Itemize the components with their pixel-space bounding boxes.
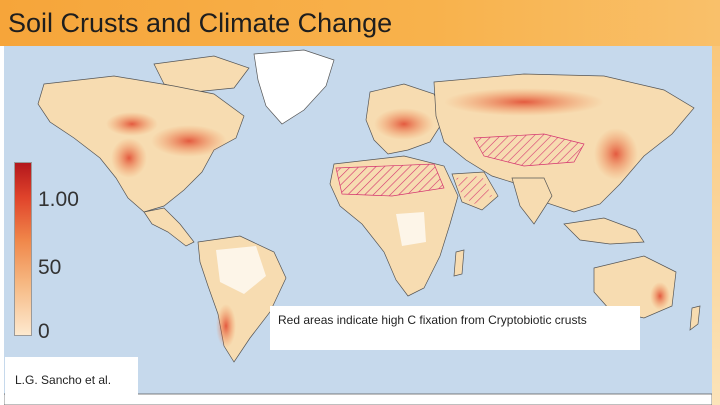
legend-label-high: 1.00 [38, 188, 79, 211]
landmass-greenland [253, 49, 335, 125]
caption-text: Red areas indicate high C fixation from … [278, 313, 587, 327]
credit-box: L.G. Sancho et al. [5, 357, 138, 403]
world-map [4, 46, 712, 405]
credit-text: L.G. Sancho et al. [15, 373, 112, 387]
slide-title: Soil Crusts and Climate Change [8, 8, 393, 38]
hatched-region-sahara [335, 163, 445, 197]
legend-color-bar [14, 162, 32, 336]
landmass-india [511, 177, 553, 225]
landmass-antarctica [4, 393, 712, 405]
landmass-southeast-asia [563, 217, 645, 245]
landmass-new-zealand [689, 305, 701, 331]
color-scale-legend: 1.00 50 0 [10, 160, 90, 345]
legend-label-mid: 50 [38, 256, 62, 279]
legend-label-low: 0 [38, 320, 50, 343]
title-bar: Soil Crusts and Climate Change [0, 0, 720, 46]
caption-box: Red areas indicate high C fixation from … [270, 306, 640, 350]
hatched-region-central-asia [473, 133, 585, 167]
slide-side-strip [712, 46, 720, 405]
landmass-madagascar [453, 249, 465, 277]
landmass-central-america [143, 207, 195, 247]
